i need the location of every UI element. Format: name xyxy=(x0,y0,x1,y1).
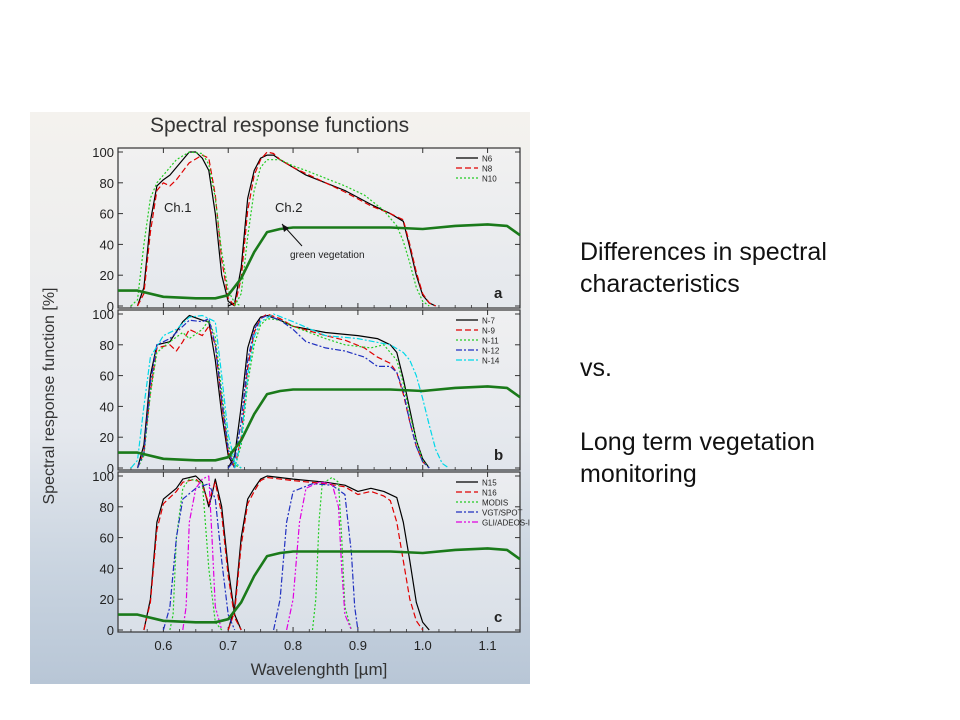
y-tick-label: 40 xyxy=(100,237,114,252)
series-line xyxy=(136,318,236,469)
series-line xyxy=(162,483,236,631)
y-tick-label: 0 xyxy=(107,461,114,476)
legend-label: GLI/ADEOS-II xyxy=(482,519,530,528)
series-line xyxy=(130,151,242,307)
text-line: vs. xyxy=(580,354,612,382)
x-tick-label: 0.6 xyxy=(154,638,172,653)
y-tick-label: 40 xyxy=(100,399,114,414)
text-block-differences: Differences in spectral characteristics xyxy=(580,236,827,300)
y-tick-label: 100 xyxy=(92,145,114,160)
y-tick-label: 60 xyxy=(100,207,114,222)
series-line xyxy=(143,475,242,631)
y-tick-label: 80 xyxy=(100,338,114,353)
series-line xyxy=(227,314,430,469)
series-line xyxy=(118,385,521,462)
y-tick-label: 40 xyxy=(100,561,114,576)
x-tick-label: 1.1 xyxy=(479,638,497,653)
panel-b: 0 20 40 60 80 100 N-7N-9N-11N-12N-14 b xyxy=(92,307,521,476)
legend-label: MODIS xyxy=(482,499,508,508)
y-tick-label: 0 xyxy=(107,623,114,638)
y-tick-label: 80 xyxy=(100,176,114,191)
legend-label: N-11 xyxy=(482,337,499,346)
series-line xyxy=(136,314,236,469)
series-line xyxy=(143,478,242,631)
series-line xyxy=(182,475,223,631)
series-line xyxy=(136,319,242,469)
series-line xyxy=(234,159,430,307)
spectral-response-svg: Spectral response functions Spectral resp… xyxy=(30,112,530,684)
y-tick-label: 100 xyxy=(92,307,114,322)
series-line xyxy=(136,154,236,307)
series-line xyxy=(234,151,436,307)
figure-layer: Spectral response functions Spectral resp… xyxy=(41,114,530,679)
legend-label: N-7 xyxy=(482,317,495,326)
series-line xyxy=(136,325,236,469)
series-line xyxy=(169,478,223,631)
series-line xyxy=(234,318,430,469)
annotation-green-vegetation: green vegetation xyxy=(290,250,365,261)
y-tick-label: 100 xyxy=(92,469,114,484)
series-line xyxy=(227,314,430,469)
chart-title: Spectral response functions xyxy=(150,114,409,137)
series-line xyxy=(118,547,521,624)
text-line: monitoring xyxy=(580,460,697,488)
x-tick-label: 0.7 xyxy=(219,638,237,653)
panel-label: b xyxy=(494,447,503,464)
series-line xyxy=(118,223,521,300)
series-line xyxy=(227,154,436,307)
text-line: characteristics xyxy=(580,270,740,298)
x-tick-label: 1.0 xyxy=(414,638,432,653)
panel-label: c xyxy=(494,609,502,626)
series-line xyxy=(130,314,242,469)
text-line: Long term vegetation xyxy=(580,428,815,456)
text-block-vs: vs. xyxy=(580,352,612,384)
series-line xyxy=(273,483,359,631)
y-tick-label: 60 xyxy=(100,531,114,546)
y-axis-label: Spectral response function [%] xyxy=(41,287,58,504)
text-block-long-term: Long term vegetation monitoring xyxy=(580,426,815,490)
legend-label: N10 xyxy=(482,175,497,184)
legend-label: N16 xyxy=(482,489,497,498)
legend-label: N-14 xyxy=(482,357,500,366)
legend-label: N-12 xyxy=(482,347,500,356)
spectral-response-figure: Spectral response functions Spectral resp… xyxy=(30,112,530,684)
legend-label: N8 xyxy=(482,165,493,174)
series-line xyxy=(311,476,352,631)
x-tick-label: 0.9 xyxy=(349,638,367,653)
legend-label: N-9 xyxy=(482,327,495,336)
y-tick-label: 20 xyxy=(100,430,114,445)
y-tick-label: 20 xyxy=(100,268,114,283)
x-axis-label: Wavelenghth [µm] xyxy=(251,660,388,679)
panel-c: 0 20 40 60 80 100 0.6 0.7 0.8 0.9 1.0 1.1 N15N16MODI… xyxy=(92,469,530,653)
legend-label: N15 xyxy=(482,479,497,488)
panel-label: a xyxy=(494,285,503,302)
series-line xyxy=(227,475,430,631)
legend-label: VGT/SPOT xyxy=(482,509,523,518)
annotation-ch1: Ch.1 xyxy=(164,200,191,215)
series-line xyxy=(286,481,352,631)
y-tick-label: 0 xyxy=(107,299,114,314)
y-tick-label: 80 xyxy=(100,500,114,515)
series-line xyxy=(234,313,430,469)
y-tick-label: 20 xyxy=(100,592,114,607)
text-line: Differences in spectral xyxy=(580,238,827,266)
annotation-arrow-head xyxy=(282,224,289,232)
legend-label: N6 xyxy=(482,155,493,164)
series-line xyxy=(227,476,424,631)
x-tick-label: 0.8 xyxy=(284,638,302,653)
series-line xyxy=(234,313,450,469)
annotation-ch2: Ch.2 xyxy=(275,200,302,215)
y-tick-label: 60 xyxy=(100,369,114,384)
